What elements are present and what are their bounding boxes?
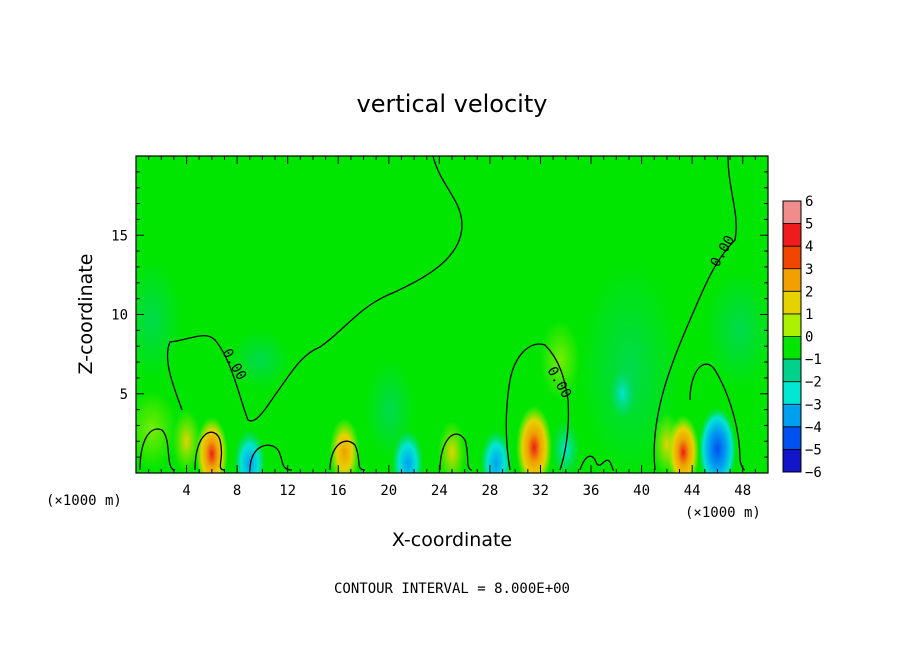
- colorbar-band: [783, 404, 801, 427]
- y-axis: 5 10 15: [111, 171, 768, 458]
- contour-line: [505, 343, 570, 471]
- chart-title: vertical velocity: [357, 90, 548, 118]
- colorbar-label: −5: [805, 442, 822, 458]
- contour-interval-note: CONTOUR INTERVAL = 8.000E+00: [334, 581, 570, 597]
- colorbar-band: [783, 336, 801, 360]
- colorbar-label: −1: [805, 352, 822, 368]
- x-tick-label: 12: [279, 483, 296, 499]
- colorbar-band: [783, 313, 801, 337]
- x-tick-label: 8: [233, 483, 241, 499]
- colorbar-band: [783, 359, 801, 382]
- contour-line: [139, 428, 176, 471]
- contour-line: [329, 440, 366, 471]
- y-tick-label: 15: [111, 228, 128, 244]
- colorbar-band: [783, 291, 801, 314]
- y-tick-label: 5: [120, 387, 128, 403]
- colorbar-label: 3: [805, 262, 813, 278]
- colorbar: 6 5 4 3 2 1 0 −1 −2 −3 −4 −5 −6: [782, 194, 822, 481]
- x-tick-label: 44: [684, 483, 701, 499]
- colorbar-label: 5: [805, 217, 813, 233]
- x-tick-label: 20: [380, 483, 397, 499]
- velocity-field: [136, 260, 768, 473]
- downdraft-cell: [233, 429, 266, 473]
- x-axis: 4 8 12 16 20 24 28 32 36 40 44 48: [148, 156, 756, 499]
- x-tick-label: 4: [182, 483, 190, 499]
- updraft-cell: [516, 405, 553, 473]
- colorbar-band: [783, 426, 801, 450]
- x-tick-label: 28: [481, 483, 498, 499]
- updraft-cell: [438, 420, 466, 473]
- updraft-cell: [667, 415, 700, 473]
- contour-line: [166, 156, 463, 422]
- x-tick-label: 16: [330, 483, 347, 499]
- colorbar-label: 4: [805, 239, 813, 255]
- colorbar-label: 6: [805, 194, 813, 210]
- z-unit-label: (×1000 m): [46, 493, 122, 509]
- colorbar-band: [783, 201, 801, 224]
- downdraft-cell: [391, 429, 424, 473]
- updraft-cell: [172, 409, 201, 473]
- contour-line: [653, 156, 737, 471]
- x-tick-label: 36: [583, 483, 600, 499]
- colorbar-band: [783, 449, 801, 472]
- colorbar-label: −3: [805, 397, 822, 413]
- colorbar-band: [783, 381, 801, 405]
- colorbar-band: [783, 246, 801, 269]
- x-tick-label: 24: [431, 483, 448, 499]
- contour-line: [579, 455, 615, 471]
- x-tick-label: 32: [532, 483, 549, 499]
- x-tick-label: 40: [633, 483, 650, 499]
- x-axis-label: X-coordinate: [392, 529, 512, 551]
- colorbar-label: 0: [805, 330, 813, 346]
- updraft-cell: [195, 416, 228, 473]
- contour-line: [439, 433, 473, 471]
- colorbar-label: 1: [805, 307, 813, 323]
- colorbar-band: [783, 268, 801, 292]
- colorbar-band: [783, 223, 801, 247]
- downdraft-cell: [698, 407, 737, 473]
- colorbar-label: 2: [805, 284, 813, 300]
- y-axis-label: Z-coordinate: [75, 254, 97, 375]
- colorbar-label: −4: [805, 420, 822, 436]
- colorbar-label: −6: [805, 465, 822, 481]
- contour-line: [249, 444, 293, 471]
- downdraft-cell: [609, 367, 636, 420]
- downdraft-cell: [480, 429, 513, 473]
- x-tick-label: 48: [734, 483, 751, 499]
- y-tick-label: 10: [111, 308, 128, 324]
- updraft-cell: [329, 417, 360, 473]
- x-unit-label: (×1000 m): [685, 505, 761, 521]
- colorbar-label: −2: [805, 375, 822, 391]
- contour-line: [194, 431, 226, 471]
